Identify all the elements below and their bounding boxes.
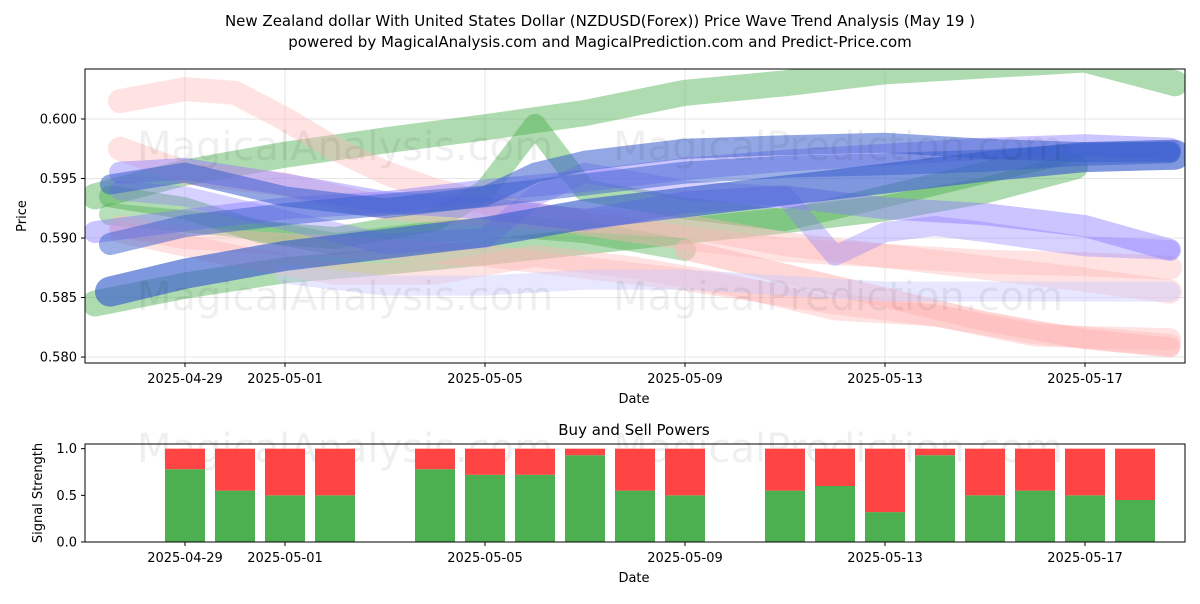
series-lavender-low (275, 263, 1180, 302)
buy-bar (265, 495, 305, 542)
bar-y-tick-label: 1.0 (56, 442, 77, 457)
sell-bar (615, 448, 655, 491)
watermark-top-left-lower: MagicalAnalysis.com (137, 274, 553, 320)
price-plot-frame (84, 68, 1186, 364)
price-x-axis-label: Date (618, 392, 649, 407)
price-y-tick-label: 0.585 (40, 291, 77, 306)
price-x-tick-label: 2025-05-09 (647, 372, 723, 387)
series-green-upper (85, 69, 1185, 210)
chart-title-line-2: powered by MagicalAnalysis.com and Magic… (288, 33, 912, 51)
bar-plot-frame (84, 443, 1186, 543)
buy-bar (315, 495, 355, 542)
sell-bar (1115, 448, 1155, 500)
sell-bar (965, 448, 1005, 496)
buy-bar (815, 486, 855, 542)
price-x-tick-label: 2025-05-01 (247, 372, 323, 387)
price-y-tick-label: 0.595 (40, 172, 77, 187)
price-x-tick-label: 2025-04-29 (147, 372, 223, 387)
bar-axes: 2025-04-29 2025-05-01 2025-05-05 2025-05-09… (56, 442, 1122, 566)
watermark-top-right-lower: MagicalPrediction.com (613, 274, 1063, 320)
sell-bar (315, 448, 355, 496)
bar-x-tick-label: 2025-05-01 (247, 551, 323, 566)
series-red-top (108, 77, 1182, 280)
buy-bar (415, 469, 455, 542)
buy-bar (215, 490, 255, 542)
bar-x-tick-label: 2025-04-29 (147, 551, 223, 566)
sell-bar (815, 448, 855, 486)
buy-bar (765, 490, 805, 542)
series-red-arrow (675, 239, 1180, 358)
series-green-wave (99, 113, 1071, 249)
bar-x-tick-label: 2025-05-13 (847, 551, 923, 566)
chart-title-line-1: New Zealand dollar With United States Do… (225, 12, 975, 30)
sell-bar (415, 448, 455, 470)
sell-bar (265, 448, 305, 496)
series-blue-top (100, 132, 1180, 219)
buy-bar (965, 495, 1005, 542)
price-axes: 2025-04-29 2025-05-01 2025-05-05 2025-05-09… (40, 112, 1123, 387)
price-x-tick-label: 2025-05-13 (847, 372, 923, 387)
price-y-tick-label: 0.580 (40, 351, 77, 366)
bar-y-tick-label: 0.5 (56, 489, 77, 504)
signal-bars-group (165, 448, 1155, 542)
buy-bar (665, 495, 705, 542)
sell-bar (215, 448, 255, 491)
price-y-tick-label: 0.590 (40, 232, 77, 247)
buy-bar (565, 455, 605, 542)
price-y-tick-label: 0.600 (40, 112, 77, 127)
sell-bar (1015, 448, 1055, 491)
price-series-group (85, 69, 1185, 358)
price-x-tick-label: 2025-05-17 (1047, 372, 1123, 387)
bar-y-tick-label: 0.0 (56, 536, 77, 551)
sell-bar (565, 448, 605, 456)
buy-bar (465, 474, 505, 542)
watermark-top-left-upper: MagicalAnalysis.com (137, 124, 553, 170)
series-blue-mid (99, 141, 1181, 255)
buy-bar (1115, 500, 1155, 542)
sell-bar (165, 448, 205, 470)
bar-chart-title: Buy and Sell Powers (558, 421, 710, 439)
sell-bar (665, 448, 705, 496)
buy-bar (165, 469, 205, 542)
sell-bar (915, 448, 955, 456)
sell-bar (865, 448, 905, 513)
watermark-top-right-upper: MagicalPrediction.com (613, 124, 1063, 170)
sell-bar (515, 448, 555, 475)
bar-y-axis-label: Signal Strength (31, 443, 46, 543)
sell-bar (765, 448, 805, 491)
bar-x-tick-label: 2025-05-05 (447, 551, 523, 566)
price-y-axis-label: Price (15, 200, 30, 232)
bar-x-tick-label: 2025-05-09 (647, 551, 723, 566)
bar-x-tick-label: 2025-05-17 (1047, 551, 1123, 566)
buy-bar (915, 455, 955, 542)
buy-bar (865, 512, 905, 542)
sell-bar (465, 448, 505, 475)
buy-bar (515, 474, 555, 542)
buy-bar (1065, 495, 1105, 542)
sell-bar (1065, 448, 1105, 496)
bar-x-axis-label: Date (618, 571, 649, 586)
buy-bar (1015, 490, 1055, 542)
price-watermarks: MagicalAnalysis.com MagicalPrediction.co… (137, 124, 1063, 320)
buy-bar (615, 490, 655, 542)
price-x-tick-label: 2025-05-05 (447, 372, 523, 387)
